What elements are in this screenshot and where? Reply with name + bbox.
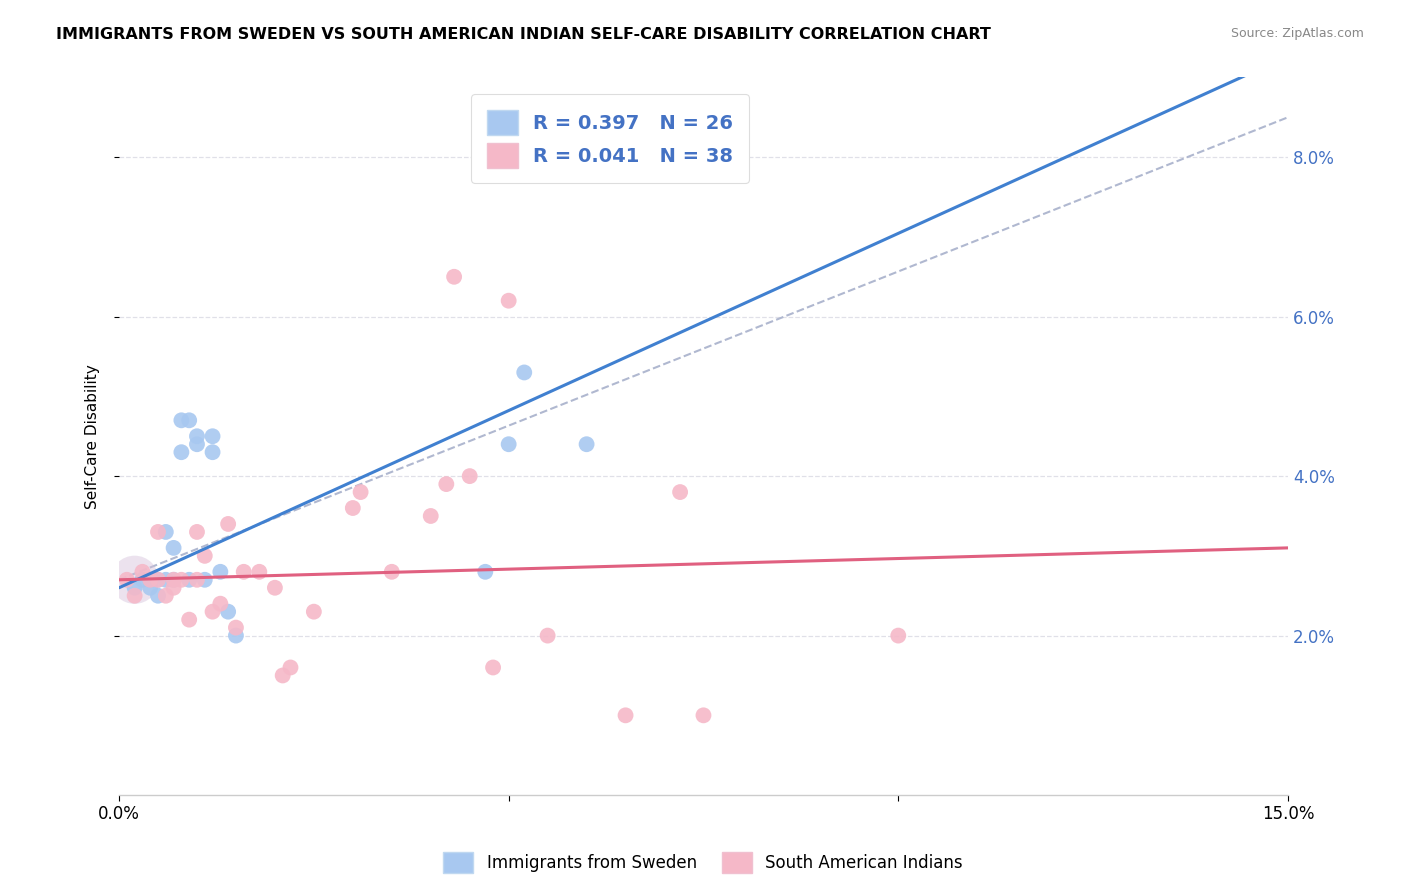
Point bbox=[419, 508, 441, 523]
Point bbox=[194, 573, 217, 587]
Point bbox=[124, 573, 146, 587]
Point bbox=[201, 445, 224, 459]
Point bbox=[302, 605, 325, 619]
Point bbox=[146, 524, 169, 539]
Point bbox=[669, 485, 692, 500]
Point bbox=[575, 437, 598, 451]
Point bbox=[194, 549, 217, 563]
Point bbox=[225, 621, 247, 635]
Point bbox=[247, 565, 270, 579]
Point bbox=[201, 429, 224, 443]
Point bbox=[264, 581, 287, 595]
Point bbox=[162, 541, 184, 555]
Point bbox=[139, 573, 162, 587]
Point bbox=[217, 605, 239, 619]
Point bbox=[170, 413, 193, 427]
Point bbox=[155, 524, 177, 539]
Point bbox=[186, 437, 208, 451]
Point bbox=[209, 597, 232, 611]
Point bbox=[513, 366, 536, 380]
Point bbox=[280, 660, 302, 674]
Point bbox=[186, 429, 208, 443]
Legend: Immigrants from Sweden, South American Indians: Immigrants from Sweden, South American I… bbox=[437, 846, 969, 880]
Point bbox=[131, 573, 153, 587]
Point bbox=[146, 589, 169, 603]
Point bbox=[186, 573, 208, 587]
Point bbox=[124, 573, 146, 587]
Point bbox=[271, 668, 294, 682]
Point bbox=[614, 708, 637, 723]
Point bbox=[146, 573, 169, 587]
Point bbox=[124, 589, 146, 603]
Point bbox=[179, 613, 201, 627]
Point bbox=[209, 565, 232, 579]
Point bbox=[162, 573, 184, 587]
Point bbox=[482, 660, 505, 674]
Point bbox=[170, 445, 193, 459]
Point bbox=[124, 581, 146, 595]
Point bbox=[887, 629, 910, 643]
Point bbox=[139, 573, 162, 587]
Legend: R = 0.397   N = 26, R = 0.041   N = 38: R = 0.397 N = 26, R = 0.041 N = 38 bbox=[471, 95, 749, 183]
Point bbox=[186, 524, 208, 539]
Point bbox=[349, 485, 371, 500]
Point bbox=[201, 605, 224, 619]
Point bbox=[225, 629, 247, 643]
Point bbox=[139, 581, 162, 595]
Text: Source: ZipAtlas.com: Source: ZipAtlas.com bbox=[1230, 27, 1364, 40]
Point bbox=[155, 589, 177, 603]
Point bbox=[179, 573, 201, 587]
Point bbox=[458, 469, 481, 483]
Point bbox=[536, 629, 558, 643]
Point bbox=[146, 573, 169, 587]
Point bbox=[474, 565, 496, 579]
Point bbox=[342, 501, 364, 516]
Point bbox=[179, 413, 201, 427]
Point bbox=[232, 565, 254, 579]
Point bbox=[170, 573, 193, 587]
Point bbox=[155, 573, 177, 587]
Point bbox=[162, 581, 184, 595]
Point bbox=[692, 708, 714, 723]
Point bbox=[434, 477, 457, 491]
Point bbox=[217, 516, 239, 531]
Point bbox=[443, 269, 465, 284]
Point bbox=[162, 573, 184, 587]
Point bbox=[381, 565, 404, 579]
Point bbox=[131, 565, 153, 579]
Point bbox=[498, 293, 520, 308]
Point bbox=[115, 573, 138, 587]
Point bbox=[498, 437, 520, 451]
Text: IMMIGRANTS FROM SWEDEN VS SOUTH AMERICAN INDIAN SELF-CARE DISABILITY CORRELATION: IMMIGRANTS FROM SWEDEN VS SOUTH AMERICAN… bbox=[56, 27, 991, 42]
Y-axis label: Self-Care Disability: Self-Care Disability bbox=[86, 364, 100, 508]
